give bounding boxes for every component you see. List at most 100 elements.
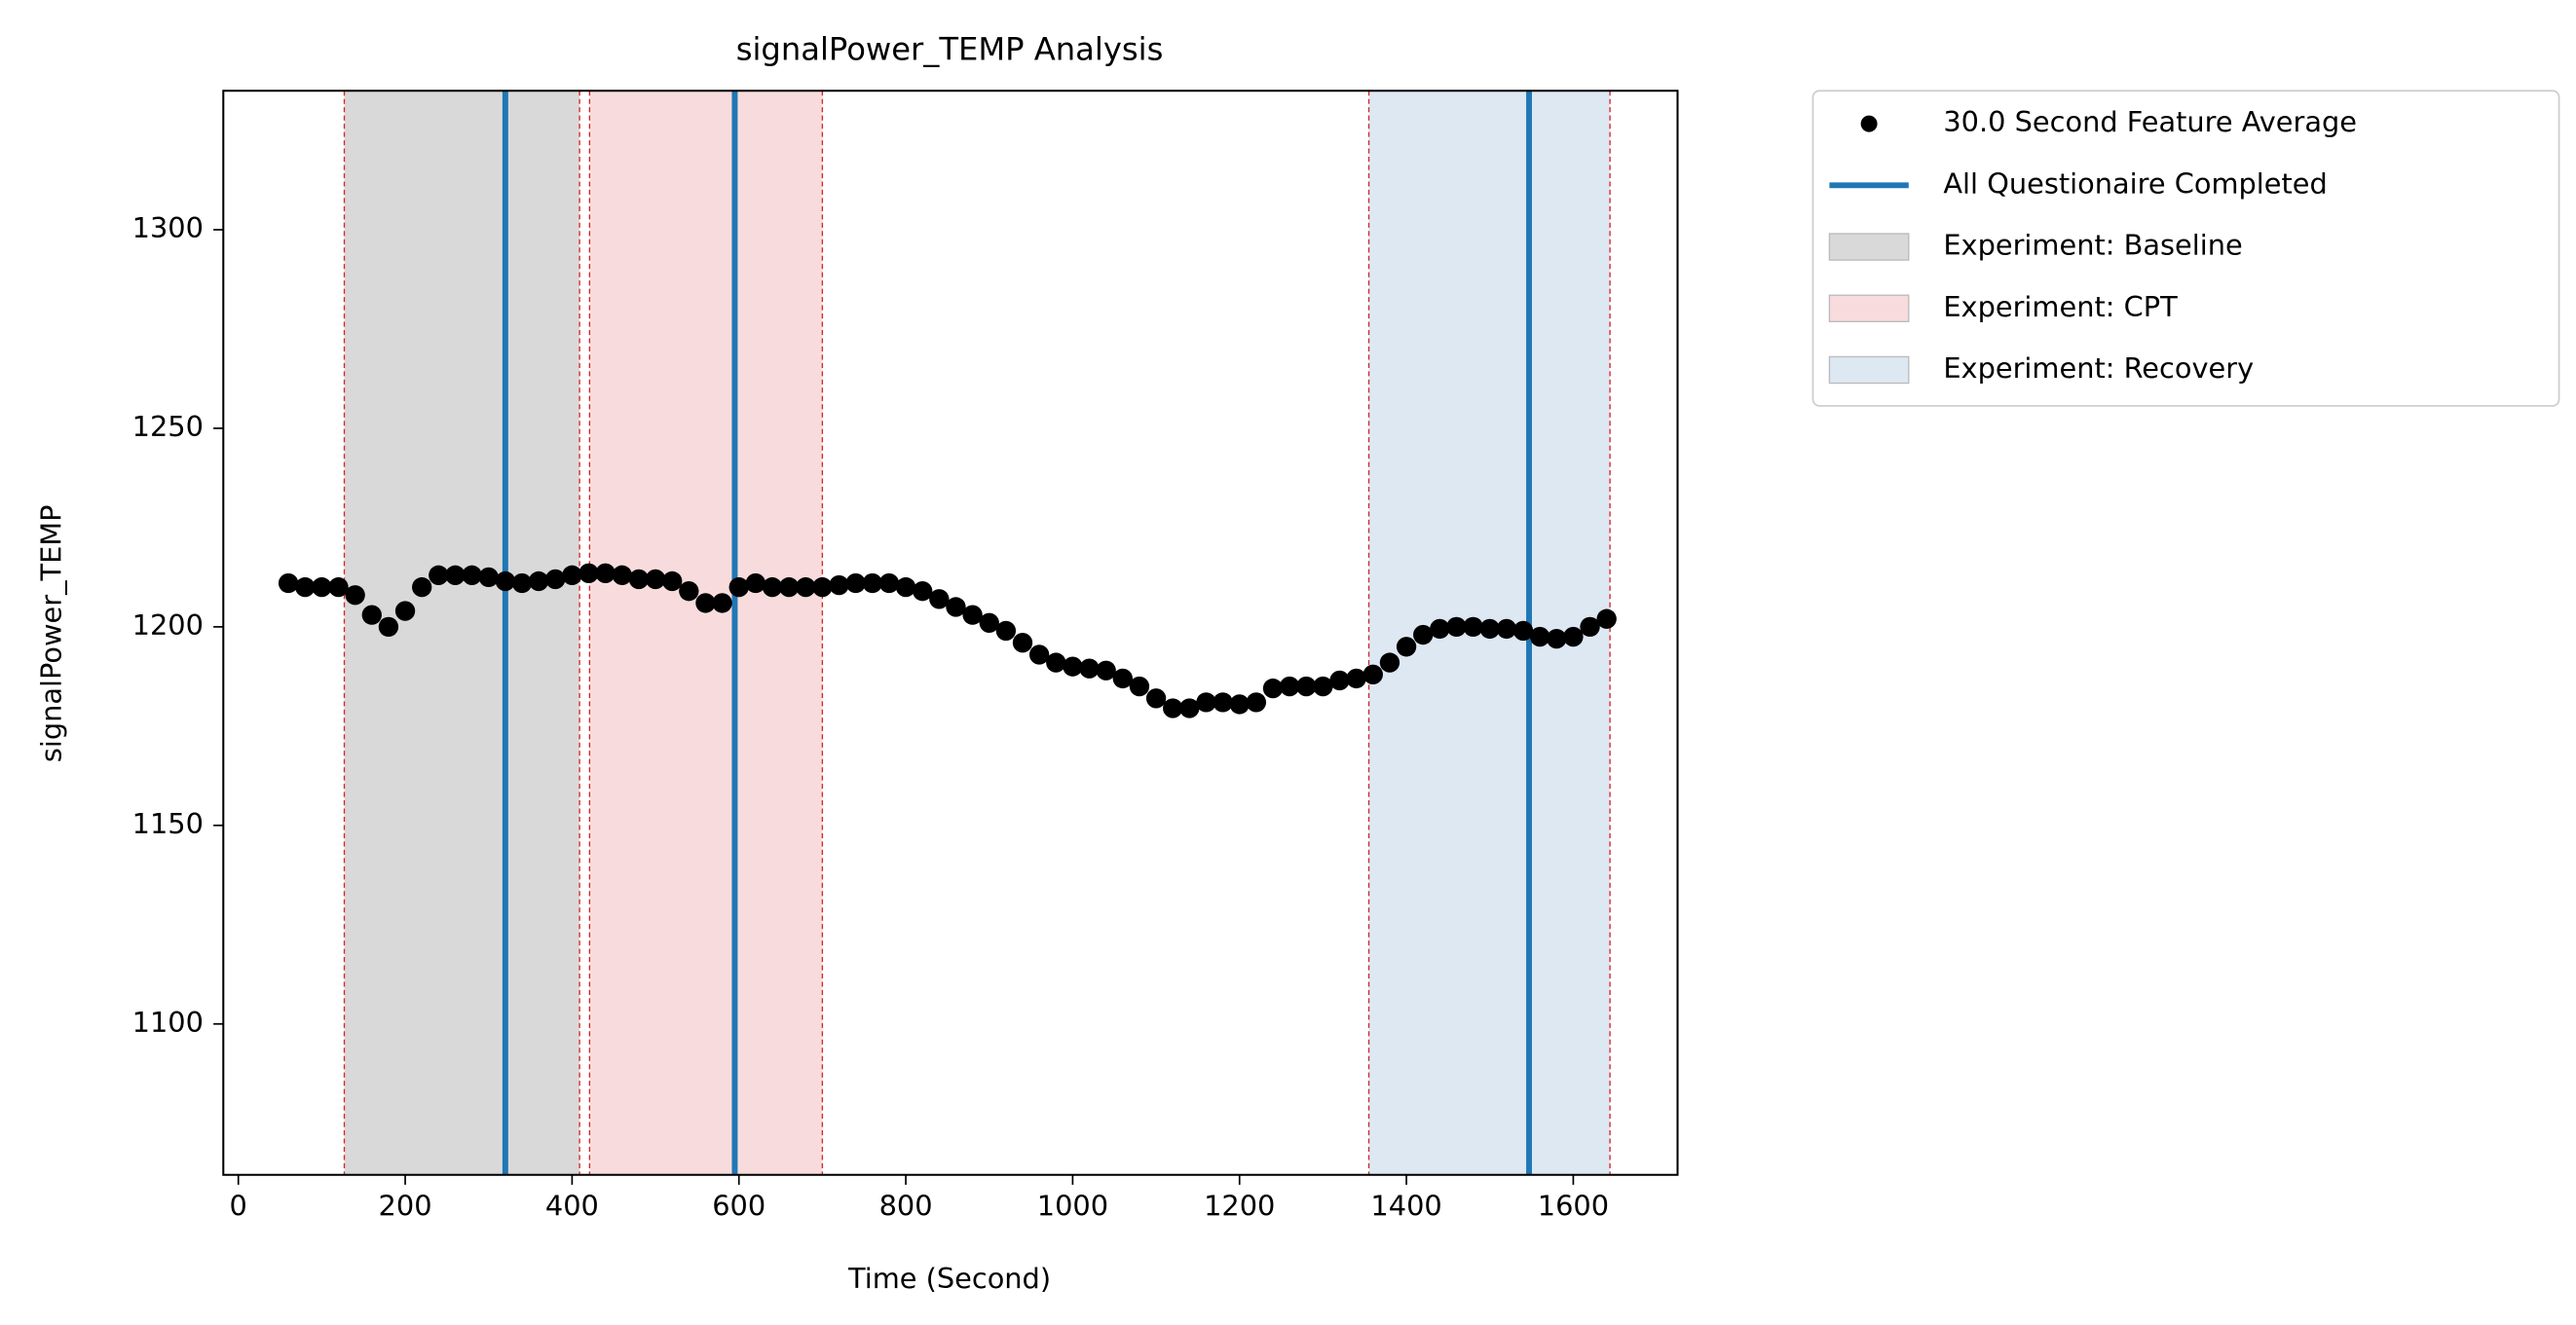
data-point (1363, 664, 1383, 684)
data-point (1479, 618, 1500, 640)
data-point (1512, 620, 1534, 642)
data-point (796, 576, 816, 598)
data-point (511, 572, 533, 594)
data-point (1396, 637, 1417, 657)
data-point (328, 576, 349, 598)
data-point (1112, 668, 1133, 689)
data-point (528, 570, 549, 592)
data-point (895, 576, 916, 598)
data-point (745, 572, 766, 594)
data-point (1179, 698, 1200, 718)
data-point (1346, 668, 1366, 689)
data-point (913, 580, 933, 602)
data-point (862, 572, 882, 594)
data-point (679, 580, 699, 602)
data-point (1313, 676, 1333, 697)
data-point (628, 569, 650, 590)
legend-marker (1860, 115, 1878, 132)
data-point (1596, 608, 1617, 629)
data-point (1028, 644, 1050, 665)
data-point (845, 572, 866, 594)
data-point (1079, 658, 1100, 679)
legend-label: 30.0 Second Feature Average (1943, 105, 2357, 138)
data-point (378, 616, 399, 638)
data-point (579, 563, 599, 583)
data-point (1547, 628, 1567, 649)
data-point (545, 569, 566, 590)
data-point (1379, 652, 1400, 673)
data-point (445, 565, 466, 586)
data-point (429, 565, 449, 586)
span (344, 91, 580, 1175)
data-point (1229, 694, 1250, 715)
data-point (645, 569, 666, 590)
data-point (312, 576, 332, 598)
span (589, 91, 823, 1175)
data-point (1145, 688, 1167, 709)
data-point (1413, 624, 1434, 645)
data-point (929, 589, 950, 609)
data-point (695, 593, 716, 613)
data-point (1529, 626, 1550, 647)
data-point (979, 612, 999, 633)
x-tick-label: 1600 (1538, 1190, 1609, 1223)
legend-label: Experiment: Recovery (1943, 351, 2254, 385)
data-point (1012, 633, 1033, 653)
legend-marker (1828, 294, 1910, 323)
data-point (1446, 616, 1467, 638)
x-tick-label: 800 (879, 1190, 933, 1223)
x-axis-label: Time (Second) (847, 1262, 1051, 1295)
data-point (295, 576, 316, 598)
data-point (562, 565, 582, 586)
data-point (462, 565, 482, 586)
chart-title: signalPower_TEMP Analysis (736, 31, 1164, 68)
data-point (612, 565, 632, 586)
data-point (1063, 656, 1083, 677)
data-point (1580, 616, 1600, 638)
data-point (1296, 676, 1317, 697)
data-point (946, 597, 966, 617)
data-point (829, 574, 849, 596)
data-point (1329, 670, 1350, 691)
data-point (361, 605, 382, 625)
data-point (1129, 676, 1150, 697)
y-tick-label: 1250 (132, 410, 204, 443)
data-point (778, 576, 800, 598)
data-point (1430, 618, 1450, 640)
data-point (878, 572, 900, 594)
data-point (1163, 698, 1183, 718)
y-tick-label: 1200 (132, 608, 204, 642)
data-point (278, 572, 299, 594)
data-point (495, 570, 516, 592)
data-point (1262, 678, 1284, 699)
y-tick-label: 1100 (132, 1006, 204, 1039)
legend-label: Experiment: Baseline (1943, 229, 2242, 262)
data-point (345, 585, 365, 606)
data-point (595, 563, 616, 583)
data-point (995, 620, 1017, 642)
data-point (1196, 692, 1216, 713)
plot-frame (222, 90, 1679, 1176)
data-point (662, 570, 683, 592)
data-point (812, 576, 833, 598)
data-point (1279, 676, 1300, 697)
x-tick-label: 1200 (1204, 1190, 1275, 1223)
data-point (728, 576, 749, 598)
legend-marker (1828, 355, 1910, 385)
x-tick-label: 1000 (1037, 1190, 1108, 1223)
data-point (762, 576, 783, 598)
data-point (1463, 616, 1483, 638)
data-point (712, 593, 732, 613)
data-point (412, 576, 432, 598)
x-tick-label: 200 (379, 1190, 432, 1223)
y-axis-label: signalPower_TEMP (35, 505, 68, 763)
x-tick-label: 0 (230, 1190, 247, 1223)
legend-box (1811, 90, 2560, 407)
data-point (1213, 692, 1233, 713)
y-tick-label: 1300 (132, 211, 204, 244)
x-tick-label: 1400 (1370, 1190, 1441, 1223)
data-point (478, 567, 499, 588)
legend-label: All Questionaire Completed (1943, 166, 2327, 200)
